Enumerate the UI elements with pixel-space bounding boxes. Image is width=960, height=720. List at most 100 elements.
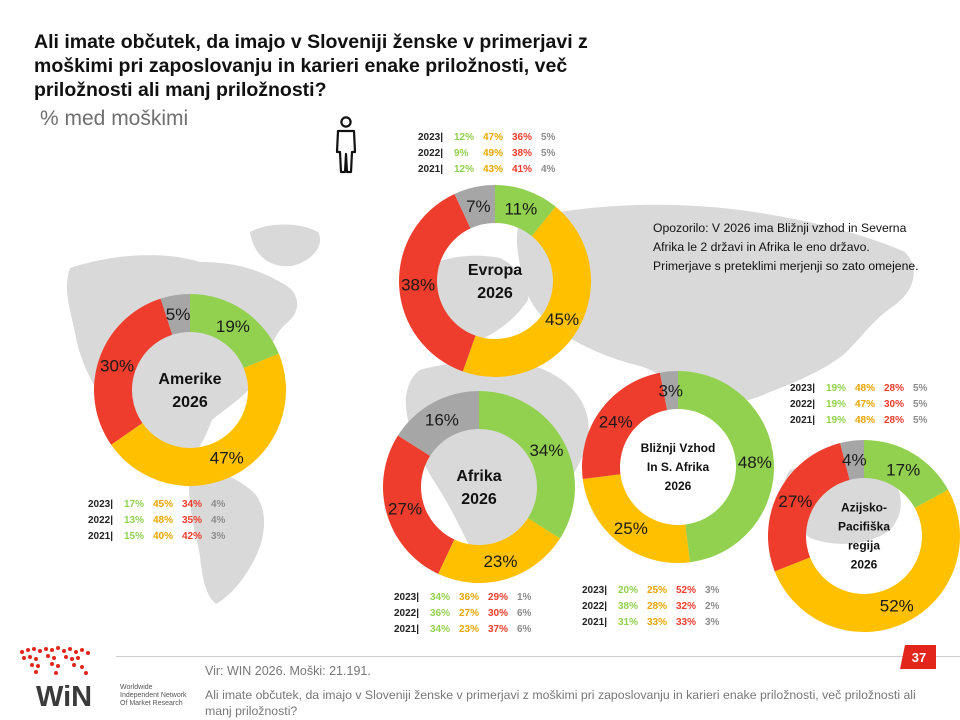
note-text: Opozorilo: V 2026 ima Bližnji vzhod in S… [653, 221, 919, 273]
donut-label-blizni-vzhod-more: 25% [614, 519, 648, 538]
history-value-equal: 20% [618, 585, 639, 596]
page-badge-shape [900, 645, 936, 669]
donut-center-label-afrika: 2026 [461, 491, 497, 508]
donut-amerike: 19% 47% 30% 5% Amerike 2026 [94, 294, 286, 486]
history-year: 2021| [394, 624, 420, 635]
map-asia [516, 204, 914, 405]
donut-evropa: 11% 45% 38% 7% Evropa 2026 [399, 185, 591, 377]
history-row: 2021| 15% 40% 42% 3% [88, 529, 225, 545]
history-value-more: 48% [855, 383, 876, 394]
donut-label-amerike-dont-know: 5% [166, 305, 191, 324]
history-value-equal: 34% [430, 624, 451, 635]
donut-center-label-azija-pacifik: Azijsko- [841, 501, 887, 515]
history-value-more: 47% [483, 132, 504, 143]
history-row: 2022| 9% 49% 38% 5% [418, 146, 555, 162]
history-value-equal: 15% [124, 531, 145, 542]
donut-label-azija-pacifik-dont-know: 4% [842, 451, 867, 470]
chart-title: Ali imate občutek, da imajo v Sloveniji … [34, 31, 588, 101]
history-row: 2023| 12% 47% 36% 5% [418, 130, 555, 146]
donut-label-blizni-vzhod-less: 24% [599, 413, 633, 432]
history-year: 2023| [790, 383, 816, 394]
history-value-equal: 13% [124, 515, 145, 526]
donut-segment-amerike-equal [190, 294, 279, 369]
donut-label-evropa-dont-know: 7% [466, 197, 491, 216]
history-year: 2021| [418, 164, 444, 175]
donut-segment-blizni-vzhod-less [582, 372, 668, 480]
history-value-dont-know: 5% [541, 148, 556, 159]
donut-center-label-azija-pacifik: Pacifiška [838, 520, 890, 534]
history-year: 2022| [790, 399, 816, 410]
donut-azija-pacifik: 17% 52% 27% 4% Azijsko- Pacifiška regija 2026 [768, 440, 960, 632]
history-value-equal: 9% [454, 148, 469, 159]
history-value-equal: 12% [454, 164, 475, 175]
history-value-less: 36% [512, 132, 533, 143]
history-year: 2023| [394, 592, 420, 603]
history-value-more: 25% [647, 585, 668, 596]
donut-label-evropa-less: 38% [401, 276, 435, 295]
history-value-dont-know: 5% [913, 383, 928, 394]
history-value-more: 43% [483, 164, 504, 175]
donut-label-amerike-more: 47% [210, 449, 244, 468]
donut-label-afrika-less: 27% [388, 499, 422, 518]
history-value-more: 33% [647, 617, 668, 628]
donut-segment-blizni-vzhod-equal [678, 371, 775, 563]
history-row: 2021| 19% 48% 28% 5% [790, 413, 927, 429]
donut-label-afrika-dont-know: 16% [425, 411, 459, 430]
history-value-less: 41% [512, 164, 533, 175]
history-row: 2021| 31% 33% 33% 3% [582, 615, 719, 631]
history-value-dont-know: 3% [211, 531, 226, 542]
history-value-dont-know: 3% [705, 617, 720, 628]
map-greenland [250, 224, 321, 267]
donut-center-label-blizni-vzhod: In S. Afrika [647, 460, 710, 474]
history-value-less: 35% [182, 515, 203, 526]
history-value-less: 28% [884, 415, 905, 426]
footer-divider [116, 656, 960, 657]
logo-tagline-3: Of Market Research [120, 700, 183, 707]
history-value-equal: 36% [430, 608, 451, 619]
history-row: 2022| 13% 48% 35% 4% [88, 513, 225, 529]
history-value-dont-know: 1% [517, 592, 532, 603]
history-row: 2021| 34% 23% 37% 6% [394, 622, 531, 638]
history-value-equal: 38% [618, 601, 639, 612]
history-value-equal: 19% [826, 399, 847, 410]
history-year: 2021| [582, 617, 608, 628]
history-row: 2022| 38% 28% 32% 2% [582, 599, 719, 615]
history-year: 2023| [418, 132, 444, 143]
donut-segment-blizni-vzhod-more [582, 474, 691, 563]
history-year: 2021| [88, 531, 114, 542]
history-value-less: 42% [182, 531, 203, 542]
donut-segment-afrika-more [438, 518, 561, 583]
source-text: Vir: WIN 2026. Moški: 21.191. [205, 664, 371, 678]
donut-segment-amerike-dont-know [160, 294, 190, 335]
donut-segment-amerike-more [111, 353, 286, 486]
history-row: 2022| 19% 47% 30% 5% [790, 397, 927, 413]
donut-afrika: 34% 23% 27% 16% Afrika 2026 [383, 391, 575, 583]
donut-blizni-vzhod: 48% 25% 24% 3% Bližnji Vzhod In S. Afrika 2026 [582, 371, 775, 563]
donut-center-label-blizni-vzhod: 2026 [665, 479, 692, 493]
history-value-more: 45% [153, 499, 174, 510]
history-value-dont-know: 4% [541, 164, 556, 175]
history-value-equal: 34% [430, 592, 451, 603]
history-value-equal: 19% [826, 383, 847, 394]
donut-label-amerike-equal: 19% [216, 317, 250, 336]
person-icon [335, 116, 357, 174]
history-value-less: 34% [182, 499, 203, 510]
history-year: 2022| [88, 515, 114, 526]
history-azija-pacifik: 2023| 19% 48% 28% 5% 2022| 19% 47% 30% 5% 2021| 19%… [790, 381, 927, 429]
chart-subtitle: % med moškimi [40, 107, 189, 130]
donut-segment-amerike-less [94, 298, 173, 445]
donut-label-blizni-vzhod-equal: 48% [738, 453, 772, 472]
map-south-america [189, 469, 265, 604]
donut-center-label-evropa: Evropa [468, 262, 522, 279]
donut-segment-blizni-vzhod-dont-know [660, 371, 678, 411]
history-value-more: 47% [855, 399, 876, 410]
donut-center-label-evropa: 2026 [477, 285, 513, 302]
history-value-less: 52% [676, 585, 697, 596]
donut-center-label-azija-pacifik: regija [848, 539, 880, 553]
history-row: 2023| 19% 48% 28% 5% [790, 381, 927, 397]
donut-label-afrika-equal: 34% [529, 441, 563, 460]
donut-label-azija-pacifik-less: 27% [778, 492, 812, 511]
history-value-less: 32% [676, 601, 697, 612]
donut-label-blizni-vzhod-dont-know: 3% [658, 381, 683, 400]
history-value-dont-know: 6% [517, 608, 532, 619]
